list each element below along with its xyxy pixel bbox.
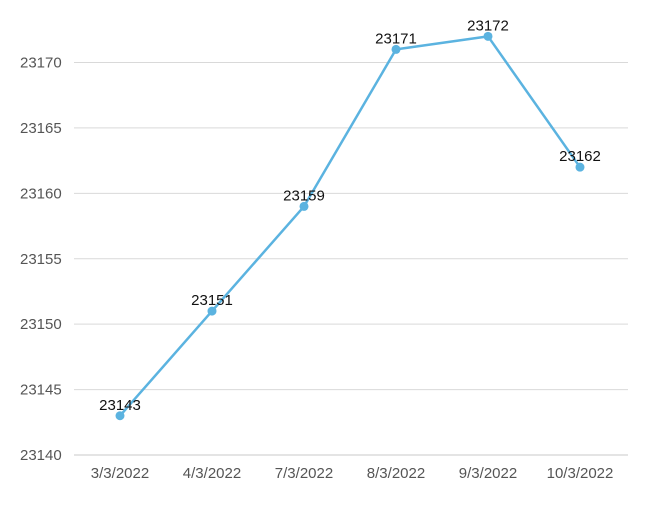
y-tick-label: 23170	[20, 55, 62, 72]
series-points	[115, 31, 585, 421]
series-lines	[118, 35, 582, 417]
data-label: 23171	[375, 30, 417, 47]
data-point	[115, 411, 125, 421]
x-tick-label: 10/3/2022	[547, 465, 614, 482]
data-label: 23151	[191, 292, 233, 309]
grid-lines	[74, 62, 628, 456]
data-label: 23172	[467, 17, 509, 34]
x-tick-label: 3/3/2022	[91, 465, 149, 482]
y-tick-label: 23150	[20, 316, 62, 333]
data-point	[575, 162, 585, 172]
x-tick-label: 9/3/2022	[459, 465, 517, 482]
y-tick-label: 23145	[20, 382, 62, 399]
y-tick-label: 23160	[20, 185, 62, 202]
data-point	[207, 306, 217, 316]
data-label: 23159	[283, 187, 325, 204]
x-axis-ticks: 3/3/2022 4/3/2022 7/3/2022 8/3/2022 9/3/2022…	[91, 465, 614, 482]
data-point	[391, 44, 401, 54]
data-point	[483, 31, 493, 41]
y-tick-label: 23155	[20, 251, 62, 268]
data-labels: 23143 23151 23159 23171 23172 23162	[99, 17, 601, 413]
data-label: 23143	[99, 397, 141, 414]
series-line	[118, 35, 582, 417]
x-tick-label: 4/3/2022	[183, 465, 241, 482]
data-label: 23162	[559, 148, 601, 165]
x-tick-label: 8/3/2022	[367, 465, 425, 482]
y-tick-label: 23165	[20, 120, 62, 137]
y-tick-label: 23140	[20, 447, 62, 464]
x-tick-label: 7/3/2022	[275, 465, 333, 482]
data-point	[299, 201, 309, 211]
y-axis-ticks: 23140 23145 23150 23155 23160 23165 23170	[20, 55, 62, 465]
